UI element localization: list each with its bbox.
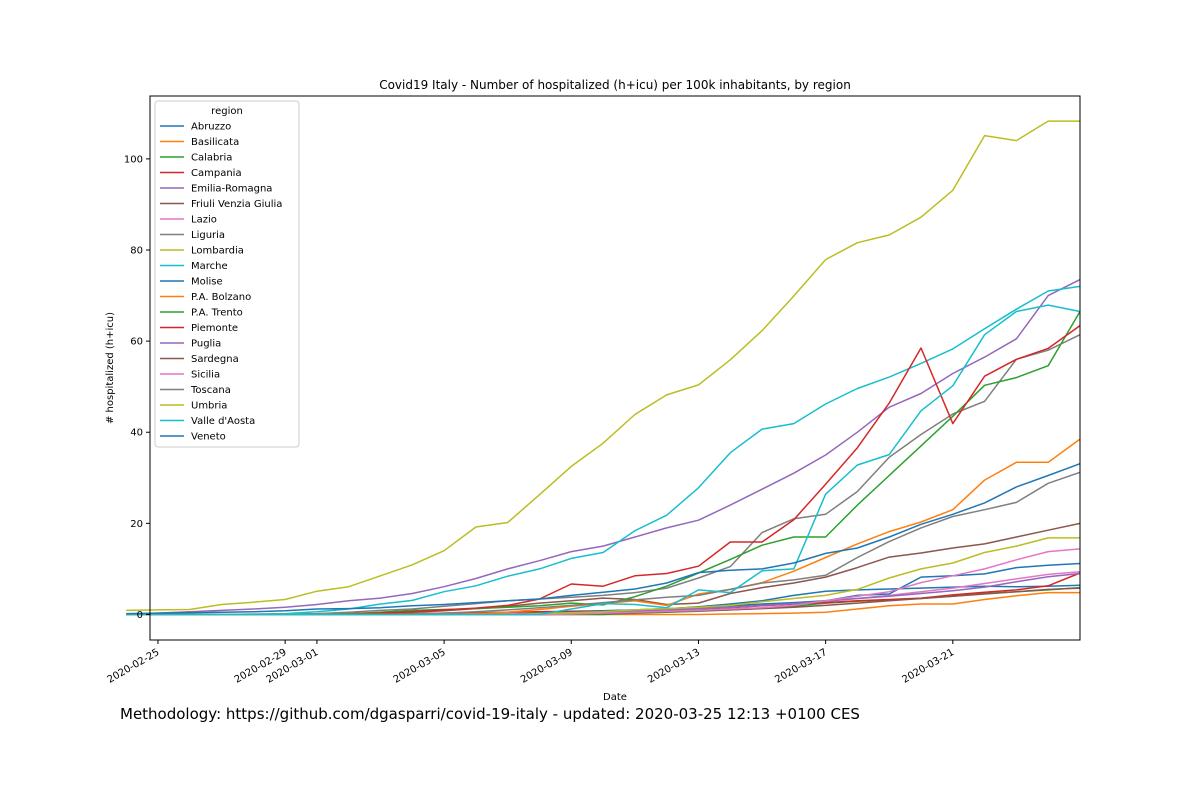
legend-entry: Sardegna [191,354,239,365]
legend-entry: Abruzzo [191,122,231,133]
plot-frame [149,95,1081,641]
legend-box [154,100,300,448]
y-tick-label: 20 [130,519,143,530]
x-tick-label: 2020-03-17 [773,647,829,686]
legend: region Abruzzo Basilicata Calabria Campania… [154,100,300,448]
series-line-veneto [126,462,1081,615]
y-tick-label: 0 [137,610,143,621]
legend-entry: Umbria [191,401,227,412]
chart-title: Covid19 Italy - Number of hospitalized (… [379,78,851,92]
y-axis-label: # hospitalized (h+icu) [105,312,116,424]
legend-entry: Friuli Venzia Giulia [191,199,282,210]
series-line-marche [126,285,1081,616]
legend-entry: P.A. Trento [191,308,243,319]
legend-entry: Calabria [191,153,232,164]
y-tick-label: 40 [130,428,143,439]
y-axis: 0 20 40 60 80 100 [124,154,150,621]
legend-entry: Toscana [190,385,231,396]
legend-entry: Sicilia [191,370,220,381]
y-tick-label: 100 [124,154,143,165]
legend-entry: P.A. Bolzano [191,292,251,303]
series-lines [126,120,1081,616]
series-line-toscana [126,471,1081,616]
legend-items: Abruzzo Basilicata Calabria Campania Emilia-… [160,122,282,443]
legend-entry: Veneto [191,432,226,443]
legend-entry: Campania [191,168,242,179]
legend-entry: Basilicata [191,137,239,148]
series-line-molise [126,562,1081,616]
legend-title: region [211,106,243,117]
legend-entry: Puglia [191,339,221,350]
x-tick-label: 2020-03-13 [646,647,702,686]
legend-entry: Emilia-Romagna [191,184,272,195]
x-tick-label: 2020-03-09 [519,647,575,686]
y-tick-label: 80 [130,245,143,256]
series-line-emilia-romagna [126,278,1081,616]
legend-entry: Lombardia [191,246,244,257]
legend-entry: Piemonte [191,323,238,334]
x-tick-label: 2020-02-25 [106,647,162,686]
methodology-note: Methodology: https://github.com/dgasparr… [120,705,860,723]
x-tick-label: 2020-03-05 [392,647,448,686]
legend-entry: Lazio [191,215,217,226]
y-tick-label: 60 [130,337,143,348]
series-line-lombardia [126,120,1080,612]
series-line-valle-d-aosta [126,304,1081,616]
legend-entry: Valle d'Aosta [191,416,255,427]
legend-entry: Liguria [191,230,225,241]
legend-entry: Marche [191,261,228,272]
x-axis-label: Date [603,692,627,703]
legend-entry: Molise [191,277,223,288]
x-tick-label: 2020-03-21 [900,647,956,686]
